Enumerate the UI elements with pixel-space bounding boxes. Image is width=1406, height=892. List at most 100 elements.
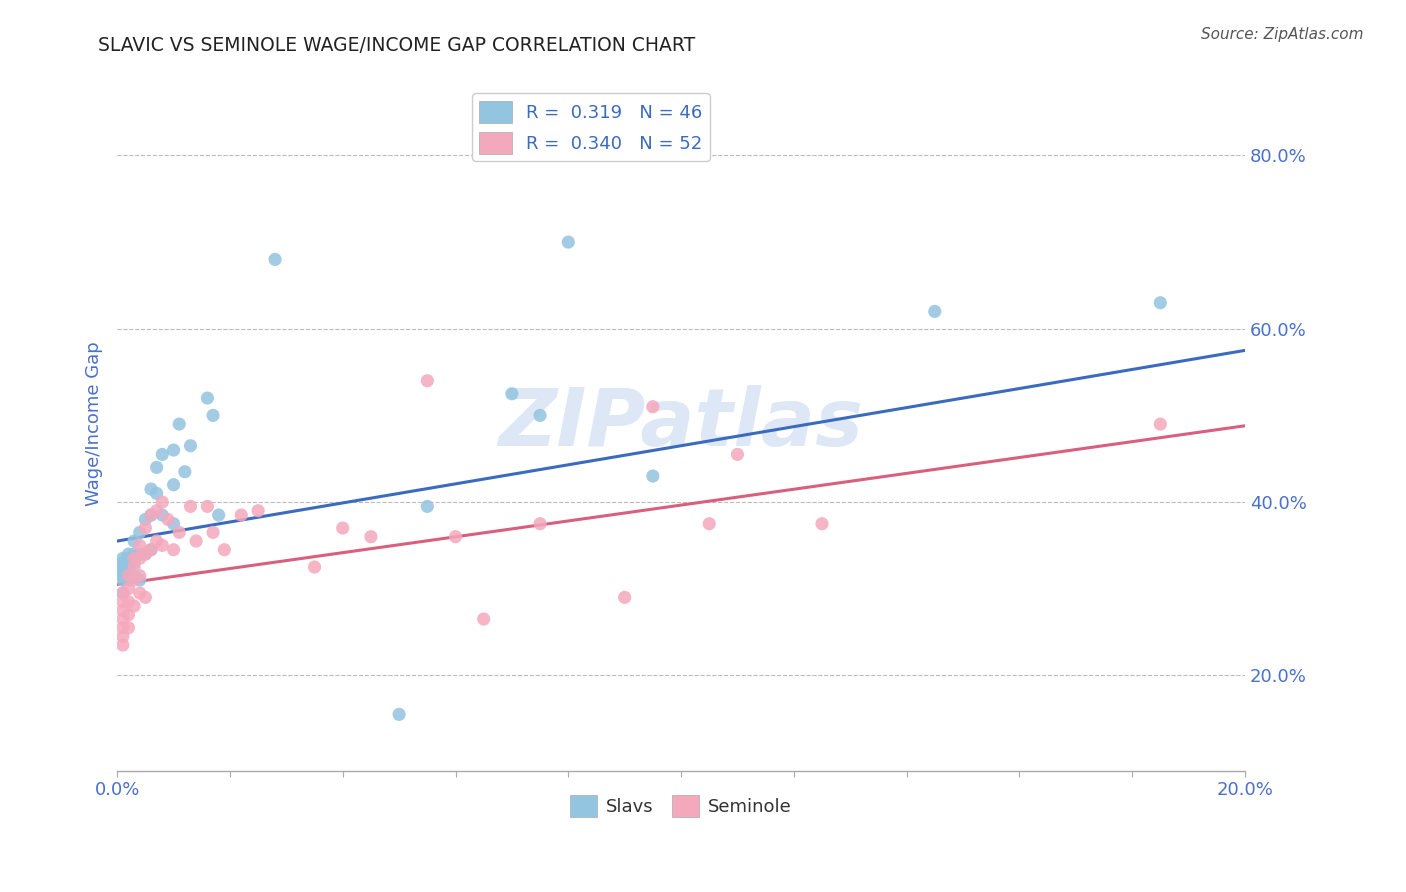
Point (111, 603, 134, 617)
Point (501, 386, 523, 401)
Point (529, 409, 551, 423)
Point (117, 582, 139, 596)
Point (167, 525, 190, 540)
Point (111, 573, 134, 587)
Point (139, 482, 162, 496)
Point (145, 460, 167, 475)
Point (214, 542, 236, 557)
Point (156, 512, 179, 526)
Point (162, 477, 184, 491)
Point (117, 607, 139, 622)
Point (557, 235, 579, 249)
Point (1149, 295, 1171, 310)
Point (231, 508, 253, 522)
Point (208, 508, 231, 522)
Point (179, 439, 201, 453)
Point (179, 500, 201, 514)
Point (111, 595, 134, 609)
Point (641, 469, 664, 483)
Point (444, 530, 467, 544)
Point (811, 516, 834, 531)
Point (128, 573, 150, 587)
Point (139, 542, 162, 557)
Point (111, 568, 134, 582)
Point (388, 707, 411, 722)
Point (134, 512, 156, 526)
Point (416, 374, 439, 388)
Point (202, 409, 225, 423)
Point (145, 534, 167, 549)
Point (111, 638, 134, 652)
Point (122, 568, 145, 582)
Point (128, 568, 150, 582)
Point (111, 612, 134, 626)
Point (173, 465, 195, 479)
Point (134, 547, 156, 561)
Point (162, 516, 184, 531)
Point (117, 560, 139, 574)
Point (122, 573, 145, 587)
Point (697, 516, 720, 531)
Point (360, 530, 382, 544)
Point (613, 591, 636, 605)
Point (162, 443, 184, 458)
Point (150, 538, 173, 552)
Point (111, 621, 134, 635)
Point (529, 516, 551, 531)
Point (122, 547, 145, 561)
Point (184, 534, 207, 549)
Point (332, 521, 354, 535)
Point (128, 525, 150, 540)
Point (117, 621, 139, 635)
Point (111, 586, 134, 600)
Point (145, 504, 167, 518)
Point (111, 551, 134, 566)
Point (150, 495, 173, 509)
Text: ZIPatlas: ZIPatlas (499, 385, 863, 463)
Point (247, 504, 270, 518)
Point (117, 568, 139, 582)
Point (264, 252, 287, 267)
Point (117, 556, 139, 570)
Point (416, 500, 439, 514)
Point (162, 542, 184, 557)
Point (924, 304, 946, 318)
Point (304, 560, 326, 574)
Point (150, 447, 173, 461)
Point (725, 447, 748, 461)
Point (197, 500, 219, 514)
Point (641, 400, 664, 414)
Point (128, 551, 150, 566)
Point (128, 538, 150, 552)
Point (197, 391, 219, 405)
Point (122, 556, 145, 570)
Point (117, 573, 139, 587)
Point (134, 591, 156, 605)
Point (139, 508, 162, 522)
Point (202, 525, 225, 540)
Point (122, 599, 145, 613)
Point (122, 534, 145, 549)
Point (1149, 417, 1171, 431)
Point (122, 551, 145, 566)
Point (117, 547, 139, 561)
Point (472, 612, 495, 626)
Point (139, 542, 162, 557)
Text: SLAVIC VS SEMINOLE WAGE/INCOME GAP CORRELATION CHART: SLAVIC VS SEMINOLE WAGE/INCOME GAP CORRE… (98, 36, 696, 54)
Point (117, 595, 139, 609)
Point (111, 560, 134, 574)
Point (150, 508, 173, 522)
Point (134, 521, 156, 535)
Point (139, 508, 162, 522)
Text: Source: ZipAtlas.com: Source: ZipAtlas.com (1201, 27, 1364, 42)
Point (111, 565, 134, 579)
Y-axis label: Wage/Income Gap: Wage/Income Gap (86, 342, 103, 507)
Point (117, 551, 139, 566)
Point (128, 547, 150, 561)
Point (111, 586, 134, 600)
Point (111, 556, 134, 570)
Point (167, 417, 190, 431)
Point (145, 486, 167, 500)
Point (111, 629, 134, 643)
Point (122, 560, 145, 574)
